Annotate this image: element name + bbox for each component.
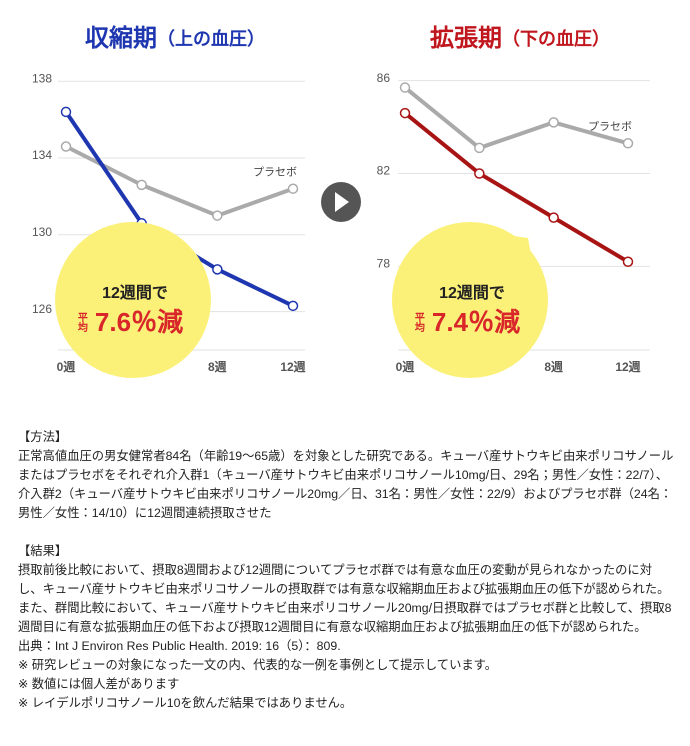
series-line xyxy=(403,85,629,151)
x-tick-label: 8週 xyxy=(208,359,227,374)
note: ※ 研究レビューの対象になった一文の内、代表的な一例を事例として提示しています。 xyxy=(18,658,498,672)
y-tick-label: 138 xyxy=(32,71,52,85)
document: 【方法】 正常高値血圧の男女健常者84名（年齢19～65歳）を対象とした研究であ… xyxy=(18,428,674,713)
point xyxy=(399,82,411,93)
chart-title: 収縮期（上の血圧） xyxy=(85,24,265,52)
annotation-value: 7.6％減 xyxy=(95,307,183,337)
annotation-prefix: 平均 xyxy=(75,312,87,333)
title-sub: （下の血圧） xyxy=(502,28,610,49)
annotation-value: 7.4％減 xyxy=(432,307,520,337)
heading: 【方法】 xyxy=(18,430,68,444)
point xyxy=(474,168,485,179)
x-tick-label: 0週 xyxy=(396,359,415,374)
point xyxy=(548,212,559,223)
point xyxy=(287,183,299,194)
annotation-prefix: 平均 xyxy=(412,312,424,333)
bubble xyxy=(55,222,211,378)
bubble xyxy=(392,222,548,378)
x-tick-label: 12週 xyxy=(615,359,640,374)
paragraph: 正常高値血圧の男女健常者84名（年齢19～65歳）を対象とした研究である。キュー… xyxy=(18,449,674,520)
title-sub: （上の血圧） xyxy=(157,28,265,49)
point xyxy=(60,141,72,152)
point xyxy=(287,300,299,312)
y-tick-label: 126 xyxy=(32,302,52,316)
annotation-text: 12週間で xyxy=(439,284,505,302)
point xyxy=(60,106,72,118)
point xyxy=(136,179,147,191)
series-line xyxy=(403,111,630,264)
x-tick-label: 8週 xyxy=(544,359,563,374)
series-label: プラセボ xyxy=(253,166,297,179)
note: ※ レイデルポリコサノール10を飲んだ結果ではありません。 xyxy=(18,696,353,710)
y-tick-label: 78 xyxy=(377,257,391,271)
chart-title: 拡張期（下の血圧） xyxy=(430,25,610,52)
point xyxy=(212,210,223,221)
point xyxy=(622,138,634,149)
point xyxy=(399,107,411,119)
point xyxy=(212,264,223,275)
y-tick-label: 82 xyxy=(377,164,391,178)
point xyxy=(474,142,485,154)
series-line xyxy=(65,144,294,218)
y-tick-label: 86 xyxy=(377,71,391,85)
title-main: 拡張期 xyxy=(430,25,502,52)
point xyxy=(548,117,559,128)
y-tick-label: 134 xyxy=(32,148,52,162)
point xyxy=(622,256,634,267)
y-tick-label: 130 xyxy=(32,225,52,239)
x-tick-label: 0週 xyxy=(57,359,76,374)
note: ※ 数値には個人差があります xyxy=(18,677,180,691)
series-label: プラセボ xyxy=(588,120,632,133)
title-main: 収縮期 xyxy=(85,24,157,52)
paragraph: 摂取前後比較において、摂取8週間および12週間についてプラセボ群では有意な血圧の… xyxy=(18,563,672,634)
x-tick-label: 12週 xyxy=(280,359,305,374)
note: 出典：Int J Environ Res Public Health. 2019… xyxy=(18,639,341,653)
play-button xyxy=(321,182,361,222)
annotation-text: 12週間で xyxy=(102,284,168,302)
heading: 【結果】 xyxy=(18,544,68,558)
